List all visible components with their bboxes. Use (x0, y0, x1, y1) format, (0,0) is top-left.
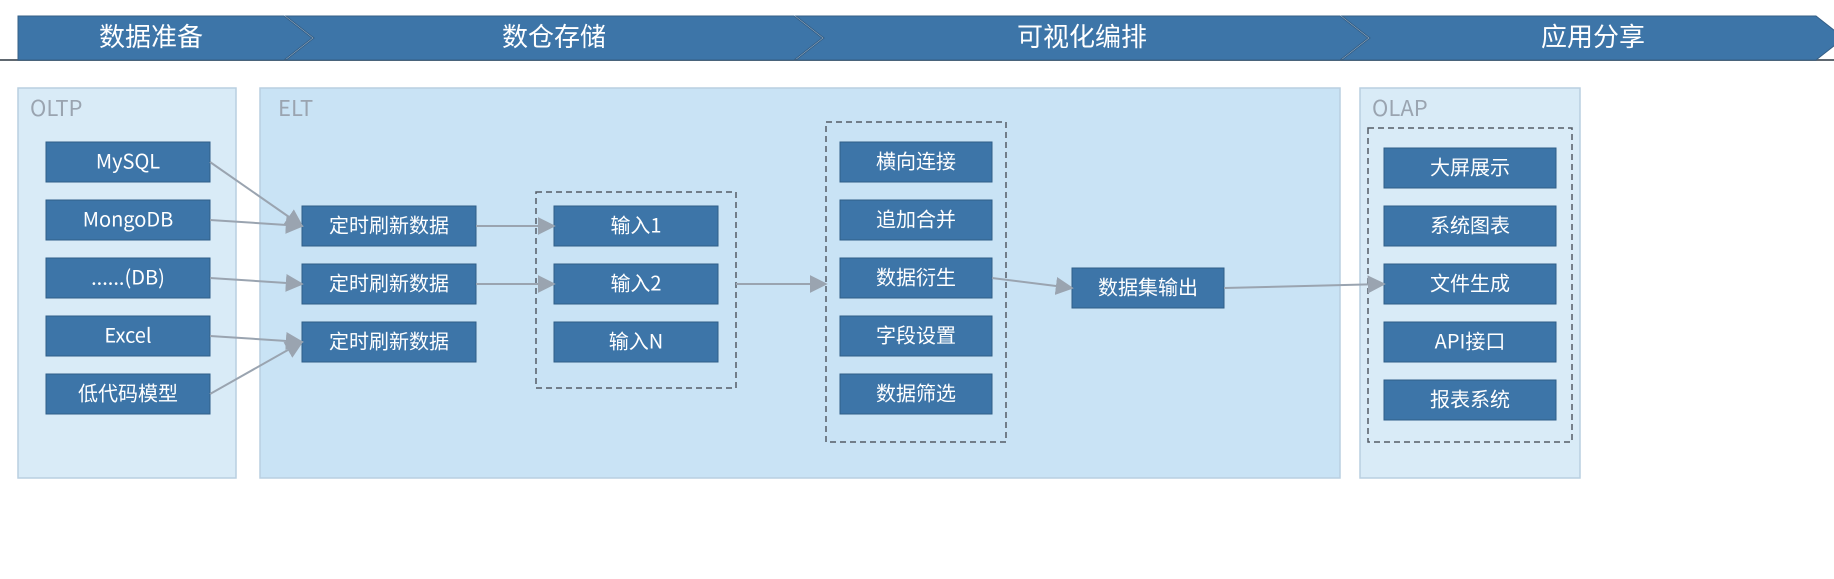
node-label-inputs: 输入2 (610, 267, 661, 296)
node-label-oltp: ......(DB) (91, 261, 165, 290)
panel-title-elt: ELT (278, 91, 313, 123)
node-label-ops: 数据衍生 (876, 261, 956, 290)
node-label-oltp: 低代码模型 (78, 377, 178, 406)
panel-title-oltp: OLTP (30, 91, 82, 123)
panel-title-olap: OLAP (1372, 91, 1428, 123)
node-label-oltp: MongoDB (83, 203, 174, 232)
node-label-olap: API接口 (1435, 325, 1506, 354)
diagram-svg: 数据准备 数仓存储 可视化编排 应用分享 OLTP ELT OLAP MySQL MongoDB… (0, 0, 1834, 579)
node-label-oltp: MySQL (96, 145, 160, 174)
node-label-oltp: Excel (104, 319, 151, 348)
node-label-olap: 报表系统 (1430, 383, 1510, 412)
node-label-ops: 追加合并 (876, 203, 956, 232)
node-label-ops: 横向连接 (876, 145, 956, 174)
node-label-olap: 大屏展示 (1430, 151, 1510, 180)
node-label-inputs: 输入N (609, 325, 663, 354)
node-label-olap: 文件生成 (1430, 267, 1510, 296)
chevron-label: 可视化编排 (1017, 17, 1147, 54)
node-label-output: 数据集输出 (1098, 271, 1198, 300)
node-label-olap: 系统图表 (1430, 209, 1510, 238)
node-label-ops: 字段设置 (876, 319, 956, 348)
node-label-inputs: 输入1 (610, 209, 661, 238)
node-label-refresh: 定时刷新数据 (329, 325, 449, 354)
node-label-refresh: 定时刷新数据 (329, 267, 449, 296)
node-label-ops: 数据筛选 (876, 377, 956, 406)
diagram-canvas: 数据准备 数仓存储 可视化编排 应用分享 OLTP ELT OLAP MySQL MongoDB… (0, 0, 1834, 579)
node-label-refresh: 定时刷新数据 (329, 209, 449, 238)
chevron-label: 数仓存储 (502, 17, 606, 54)
chevron-label: 数据准备 (99, 17, 203, 54)
chevron-label: 应用分享 (1541, 17, 1645, 54)
